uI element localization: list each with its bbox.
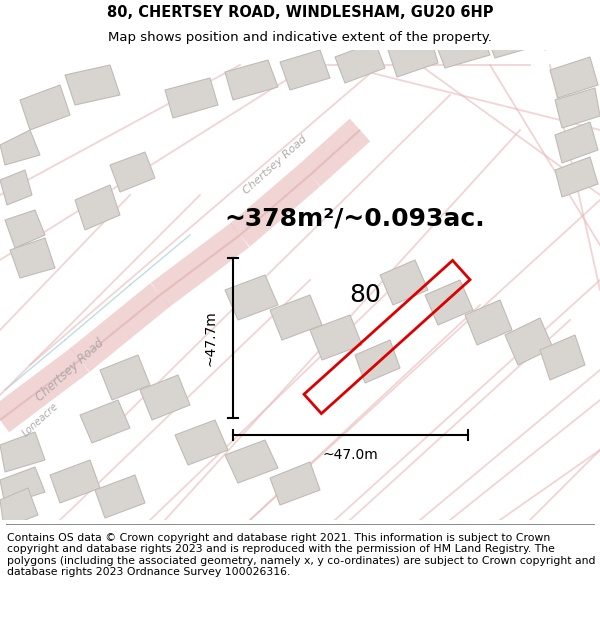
Polygon shape: [0, 432, 45, 472]
Text: 80, CHERTSEY ROAD, WINDLESHAM, GU20 6HP: 80, CHERTSEY ROAD, WINDLESHAM, GU20 6HP: [107, 5, 493, 20]
Text: Map shows position and indicative extent of the property.: Map shows position and indicative extent…: [108, 31, 492, 44]
Polygon shape: [355, 340, 400, 383]
Polygon shape: [75, 185, 120, 230]
Polygon shape: [5, 210, 45, 248]
Polygon shape: [555, 157, 598, 197]
Polygon shape: [225, 440, 278, 483]
Polygon shape: [335, 42, 385, 83]
Polygon shape: [555, 88, 600, 128]
Polygon shape: [225, 60, 278, 100]
Text: 80: 80: [349, 283, 381, 307]
Polygon shape: [485, 18, 540, 58]
Polygon shape: [50, 460, 100, 503]
Polygon shape: [555, 122, 598, 163]
Polygon shape: [0, 130, 40, 165]
Polygon shape: [0, 170, 32, 205]
Polygon shape: [270, 295, 322, 340]
Polygon shape: [465, 300, 512, 345]
Polygon shape: [0, 488, 38, 528]
Polygon shape: [580, 8, 600, 42]
Polygon shape: [505, 318, 553, 365]
Polygon shape: [388, 35, 438, 77]
Polygon shape: [435, 28, 490, 68]
Polygon shape: [175, 420, 228, 465]
Text: ~47.7m: ~47.7m: [203, 310, 217, 366]
Polygon shape: [280, 50, 330, 90]
Polygon shape: [225, 275, 278, 320]
Polygon shape: [550, 57, 598, 98]
Polygon shape: [110, 152, 155, 192]
Polygon shape: [165, 78, 218, 118]
Polygon shape: [380, 260, 428, 305]
Text: ~47.0m: ~47.0m: [322, 448, 378, 462]
Text: Contains OS data © Crown copyright and database right 2021. This information is : Contains OS data © Crown copyright and d…: [7, 532, 596, 578]
Polygon shape: [20, 85, 70, 130]
Text: Loneacre: Loneacre: [20, 401, 60, 439]
Text: Chertsey Road: Chertsey Road: [34, 336, 107, 404]
Polygon shape: [425, 280, 473, 325]
Polygon shape: [95, 475, 145, 518]
Polygon shape: [310, 315, 362, 360]
Polygon shape: [10, 238, 55, 278]
Polygon shape: [270, 462, 320, 505]
Polygon shape: [140, 375, 190, 420]
Polygon shape: [80, 400, 130, 443]
Polygon shape: [100, 355, 150, 400]
Polygon shape: [65, 65, 120, 105]
Polygon shape: [535, 8, 590, 50]
Text: Chertsey Road: Chertsey Road: [241, 134, 309, 196]
Text: ~378m²/~0.093ac.: ~378m²/~0.093ac.: [224, 206, 485, 230]
Polygon shape: [0, 467, 45, 505]
Polygon shape: [540, 335, 585, 380]
